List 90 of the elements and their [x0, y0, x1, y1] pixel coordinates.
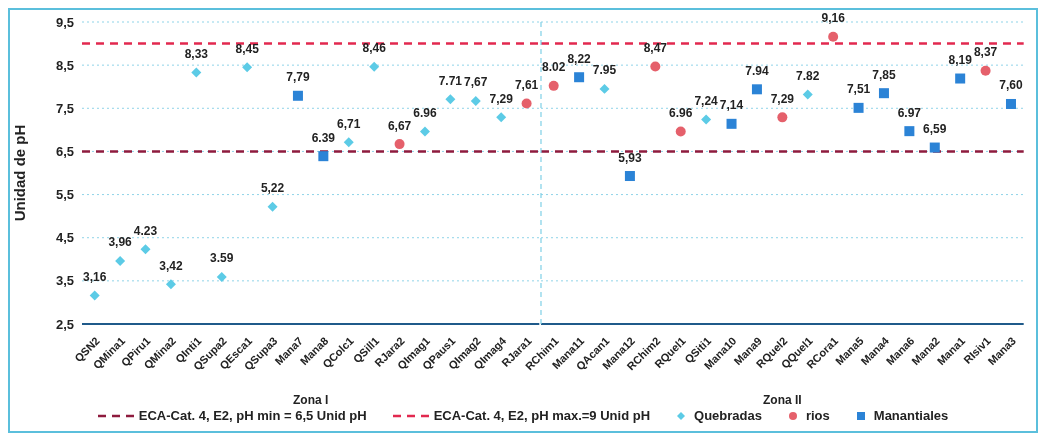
data-label: 6.97 [898, 105, 922, 120]
data-label: 7.82 [796, 68, 821, 83]
point [191, 67, 202, 78]
data-label: 8,46 [362, 41, 387, 56]
point [676, 126, 687, 137]
point [980, 65, 991, 76]
point [599, 83, 610, 94]
point [574, 72, 585, 83]
data-label: 7,29 [489, 91, 514, 106]
legend-label: ECA-Cat. 4, E2, pH min = 6,5 Unid pH [137, 408, 367, 423]
point [318, 151, 329, 162]
point [752, 84, 763, 95]
data-label: 3,42 [159, 258, 183, 273]
point [470, 95, 481, 106]
data-label: 6,71 [337, 116, 361, 131]
y-axis-title: Unidad de pH [11, 124, 29, 222]
point [726, 118, 737, 129]
data-label: 7,60 [999, 78, 1024, 93]
point [879, 88, 890, 99]
y-tick-label: 7,5 [55, 100, 74, 116]
point [496, 112, 507, 123]
point [549, 80, 559, 91]
y-tick-label: 2,5 [55, 316, 74, 332]
y-tick-label: 8,5 [55, 57, 74, 73]
point [165, 279, 176, 290]
point [853, 102, 864, 113]
data-label: 8,47 [643, 40, 668, 55]
data-label: 7,67 [464, 75, 488, 90]
point [521, 98, 532, 109]
legend-label: rios [804, 408, 830, 423]
point [292, 90, 303, 101]
data-label: 7.95 [593, 63, 617, 78]
point [955, 73, 966, 84]
data-label: 6,67 [387, 118, 412, 133]
point [242, 62, 253, 73]
point [1006, 98, 1017, 109]
point [216, 271, 227, 282]
point [650, 61, 661, 72]
legend-label: ECA-Cat. 4, E2, pH max.=9 Unid pH [432, 408, 651, 423]
data-label: 5,22 [260, 181, 285, 196]
data-label: 8.02 [542, 60, 566, 75]
data-label: 7.71 [438, 73, 463, 88]
data-label: 8,19 [948, 53, 973, 68]
point [803, 89, 814, 100]
data-label: 4.23 [133, 223, 158, 238]
data-label: 8,45 [235, 41, 260, 56]
point [140, 244, 151, 255]
point [369, 61, 380, 72]
data-label: 8,37 [974, 45, 998, 60]
data-label: 7,51 [847, 82, 871, 97]
data-label: 7,79 [286, 70, 310, 85]
point [777, 112, 788, 123]
point [930, 142, 941, 153]
point [445, 94, 456, 105]
data-label: 7,14 [720, 98, 744, 113]
data-label: 7.94 [745, 63, 770, 78]
legend-label: Quebradas [693, 408, 762, 423]
data-label: 7,85 [872, 67, 897, 82]
point [267, 201, 278, 212]
point [625, 171, 636, 182]
point [394, 139, 405, 150]
point [115, 256, 126, 267]
point [828, 31, 839, 42]
data-label: 8,22 [567, 51, 592, 66]
data-label: 9,16 [821, 11, 846, 26]
y-tick-label: 3,5 [55, 273, 74, 289]
data-label: 6,59 [923, 122, 948, 137]
data-label: 6.96 [669, 106, 694, 121]
data-label: 7,29 [770, 91, 795, 106]
data-label: 3,16 [83, 270, 107, 285]
data-label: 6.39 [311, 130, 336, 145]
y-tick-label: 4,5 [55, 230, 74, 246]
y-tick-label: 5,5 [55, 187, 74, 203]
data-label: 8,33 [184, 46, 209, 61]
point [419, 126, 430, 137]
x-axis-title: Zona I [293, 393, 329, 407]
point [701, 114, 712, 125]
x-axis-title: Zona II [763, 392, 802, 407]
data-label: 6.96 [413, 106, 437, 121]
data-label: 7,61 [514, 78, 539, 93]
point [89, 290, 100, 301]
data-label: 3.59 [210, 251, 234, 266]
y-tick-label: 9,5 [55, 14, 74, 30]
point [343, 137, 354, 148]
y-tick-label: 6,5 [55, 144, 74, 160]
legend-label: Manantiales [872, 408, 949, 423]
data-label: 3,96 [108, 235, 133, 250]
data-label: 5,93 [618, 150, 643, 165]
data-label: 7,24 [694, 93, 719, 108]
point [904, 126, 915, 137]
